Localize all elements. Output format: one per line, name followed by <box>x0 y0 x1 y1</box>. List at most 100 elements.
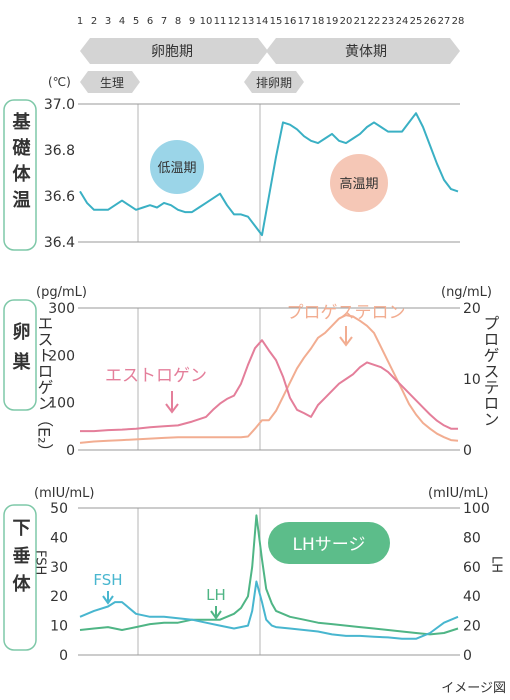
day-label-10: 10 <box>200 16 213 27</box>
pituitary-right-tick-20: 20 <box>463 619 481 635</box>
menstruation-arrow <box>80 71 140 93</box>
day-label-11: 11 <box>214 16 227 27</box>
temp-tick-36.6: 36.6 <box>44 189 75 205</box>
ovary-side-box <box>3 299 37 411</box>
pituitary-left-tick-40: 40 <box>50 530 68 546</box>
pituitary-right-tick-60: 60 <box>463 560 481 576</box>
estrogen-pointer-arrow <box>165 391 179 414</box>
phase-arrows: 卵胞期 黄体期 生理 排卵期 <box>80 38 460 93</box>
day-label-9: 9 <box>189 16 195 27</box>
temp-side-box <box>3 99 37 251</box>
day-label-13: 13 <box>242 16 255 27</box>
pituitary-right-tick-100: 100 <box>463 501 490 517</box>
fsh-pointer-arrow <box>102 591 114 605</box>
menstruation-label: 生理 <box>100 76 124 90</box>
progesterone-series-line <box>79 314 459 444</box>
day-label-21: 21 <box>354 16 367 27</box>
follicular-label: 卵胞期 <box>151 44 193 60</box>
progesterone-pointer-arrow <box>339 326 353 347</box>
pituitary-right-tick-80: 80 <box>463 530 481 546</box>
day-label-19: 19 <box>326 16 339 27</box>
ovary-right-tick-20: 20 <box>463 301 481 317</box>
low-temp-bubble <box>150 140 204 194</box>
pituitary-left-tick-30: 30 <box>50 560 68 576</box>
ovulation-arrow <box>244 71 304 93</box>
pituitary-left-unit: (mIU/mL) <box>34 486 94 501</box>
ovary-right-ticks: 0 10 20 <box>463 301 481 459</box>
day-label-3: 3 <box>105 16 111 27</box>
day-label-25: 25 <box>410 16 423 27</box>
lh-series-line <box>79 514 459 636</box>
ovary-left-ticks: 0 100 200 300 <box>48 301 75 459</box>
side-labels: 基礎体温 卵巣 下垂体 <box>3 99 37 651</box>
day-label-26: 26 <box>424 16 437 27</box>
day-label-12: 12 <box>228 16 241 27</box>
ovary-left-tick-300: 300 <box>48 301 75 317</box>
day-label-14: 14 <box>256 16 269 27</box>
lh-pointer-arrow <box>210 606 222 620</box>
day-label-4: 4 <box>119 16 125 27</box>
high-temp-label: 高温期 <box>339 176 378 192</box>
ovary-right-unit: (ng/mL) <box>441 285 492 300</box>
day-label-20: 20 <box>340 16 353 27</box>
pituitary-right-tick-40: 40 <box>463 589 481 605</box>
ovary-right-tick-10: 10 <box>463 372 481 388</box>
day-label-5: 5 <box>133 16 139 27</box>
day-label-23: 23 <box>382 16 395 27</box>
temperature-panel: (℃) 36.4 36.6 36.8 37.0 低温期 高温期 <box>44 75 460 251</box>
day-label-16: 16 <box>284 16 297 27</box>
fsh-axis-label: FSH <box>33 550 48 575</box>
day-label-22: 22 <box>368 16 381 27</box>
day-label-24: 24 <box>396 16 409 27</box>
estrogen-legend-label: エストロゲン <box>105 366 207 386</box>
follicular-arrow <box>80 38 268 64</box>
day-label-27: 27 <box>438 16 451 27</box>
pituitary-side-box <box>3 504 37 651</box>
ovulation-label: 排卵期 <box>256 76 292 90</box>
ovary-left-tick-0: 0 <box>66 443 75 459</box>
day-label-18: 18 <box>312 16 325 27</box>
pituitary-right-ticks: 0 20 40 60 80 100 <box>463 501 490 664</box>
pituitary-right-tick-0: 0 <box>463 648 472 664</box>
pituitary-panel: (mIU/mL) (mIU/mL) 0 10 20 30 40 50 0 20 40 60 80 1… <box>33 486 504 664</box>
lh-surge-label: LHサージ <box>293 535 366 555</box>
lh-legend-label: LH <box>206 586 226 604</box>
ovary-side-label: 卵巣 <box>10 321 32 382</box>
temperature-series-line <box>79 112 459 237</box>
ovary-panel: (pg/mL) (ng/mL) 0 100 200 300 0 10 20 エストロゲン（… <box>35 285 500 460</box>
high-temp-bubble <box>330 154 388 212</box>
temp-tick-36.4: 36.4 <box>44 235 75 251</box>
day-label-17: 17 <box>298 16 311 27</box>
progesterone-legend-label: プロゲステロン <box>287 303 406 323</box>
temp-unit-label: (℃) <box>48 75 71 89</box>
temp-tick-37.0: 37.0 <box>44 97 75 113</box>
estrogen-axis-label: エストロゲン（E₂） <box>35 315 54 460</box>
luteal-label: 黄体期 <box>345 43 387 60</box>
day-label-15: 15 <box>270 16 283 27</box>
estrogen-series-line <box>80 339 458 433</box>
fsh-series-line <box>79 580 459 640</box>
ovary-right-tick-0: 0 <box>463 443 472 459</box>
pituitary-left-tick-10: 10 <box>50 619 68 635</box>
progesterone-axis-label: プロゲステロン <box>481 315 500 427</box>
day-labels: 1 2 3 4 5 6 7 8 9 10 11 12 13 14 15 16 17 18 19 20 21 22 23 24 2… <box>77 16 465 27</box>
pituitary-left-ticks: 0 10 20 30 40 50 <box>50 501 68 664</box>
temp-tick-36.8: 36.8 <box>44 143 75 159</box>
pituitary-left-tick-50: 50 <box>50 501 68 517</box>
pituitary-left-tick-20: 20 <box>50 589 68 605</box>
day-label-7: 7 <box>161 16 167 27</box>
pituitary-right-unit: (mIU/mL) <box>428 486 488 501</box>
day-label-6: 6 <box>147 16 153 27</box>
pituitary-side-label: 下垂体 <box>10 518 31 602</box>
low-temp-label: 低温期 <box>157 161 196 176</box>
lh-surge-badge <box>268 522 390 564</box>
fsh-legend-label: FSH <box>93 571 122 589</box>
caption: イメージ図 <box>441 681 506 696</box>
temp-y-ticks: 36.4 36.6 36.8 37.0 <box>44 97 75 251</box>
lh-axis-label: LH <box>489 556 504 573</box>
ovary-left-unit: (pg/mL) <box>36 285 87 300</box>
temp-side-label: 基礎体温 <box>10 111 32 216</box>
pituitary-left-tick-0: 0 <box>59 648 68 664</box>
ovary-left-tick-100: 100 <box>48 396 75 412</box>
